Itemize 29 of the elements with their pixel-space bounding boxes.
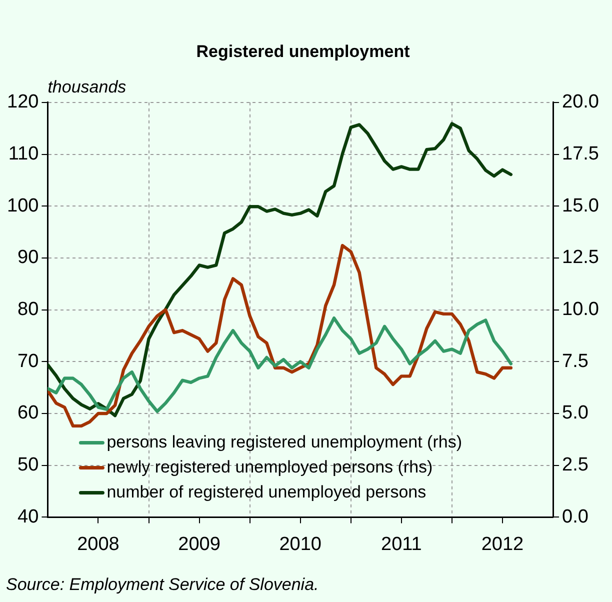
y-tick-label: 60 bbox=[18, 402, 39, 424]
y2-tick-label: 17.5 bbox=[562, 143, 600, 164]
y-tick-label: 50 bbox=[18, 454, 39, 476]
y-tick-label: 80 bbox=[18, 299, 39, 320]
y2-tick-label: 12.5 bbox=[562, 247, 600, 268]
x-tick-label: 2010 bbox=[279, 534, 322, 555]
y-axis-title: thousands bbox=[48, 78, 127, 97]
y2-tick-label: 10.0 bbox=[562, 299, 600, 320]
y-tick-label: 40 bbox=[18, 506, 39, 528]
y2-tick-label: 0.0 bbox=[562, 506, 588, 528]
x-tick-label: 2011 bbox=[380, 534, 422, 555]
chart-title: Registered unemployment bbox=[196, 42, 410, 61]
legend-label: newly registered unemployed persons (rhs) bbox=[106, 457, 433, 476]
y2-tick-label: 15.0 bbox=[562, 195, 600, 216]
y-tick-label: 110 bbox=[8, 143, 39, 164]
x-tick-label: 2012 bbox=[481, 534, 524, 555]
y2-tick-label: 2.5 bbox=[562, 454, 588, 476]
y-tick-label: 90 bbox=[18, 247, 39, 268]
x-tick-label: 2009 bbox=[178, 534, 220, 555]
y2-tick-label: 5.0 bbox=[562, 402, 588, 424]
y-tick-label: 120 bbox=[7, 92, 39, 113]
legend-label: persons leaving registered unemployment (rhs) bbox=[106, 432, 462, 452]
y-tick-label: 70 bbox=[18, 350, 39, 372]
y-tick-label: 100 bbox=[7, 195, 39, 216]
x-tick-label: 2008 bbox=[77, 534, 120, 555]
source-note: Source: Employment Service of Slovenia. bbox=[6, 575, 319, 594]
y2-tick-label: 7.5 bbox=[562, 350, 588, 372]
y2-tick-label: 20.0 bbox=[562, 92, 600, 113]
legend-label: number of registered unemployed persons bbox=[106, 482, 426, 502]
